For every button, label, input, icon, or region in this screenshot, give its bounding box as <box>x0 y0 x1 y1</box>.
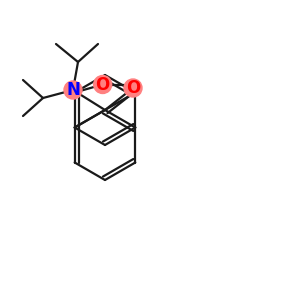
Circle shape <box>64 81 82 99</box>
Text: N: N <box>66 81 80 99</box>
Circle shape <box>124 79 142 97</box>
Circle shape <box>94 76 112 94</box>
Text: O: O <box>96 76 110 94</box>
Text: O: O <box>126 79 140 97</box>
